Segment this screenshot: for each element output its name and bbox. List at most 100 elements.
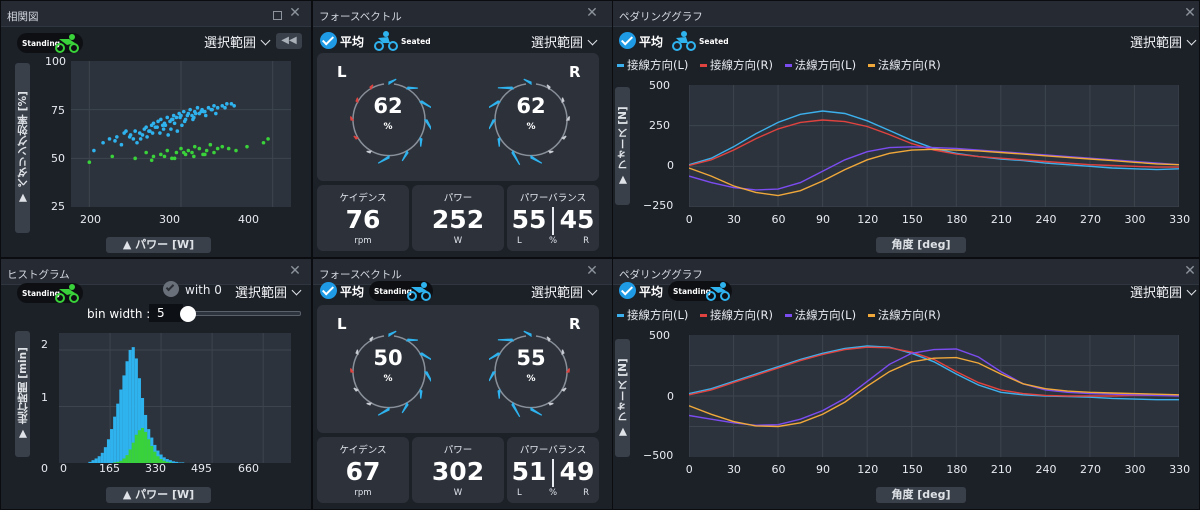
scatter-point [203,152,207,157]
range-select[interactable]: 選択範囲 [531,32,598,51]
scatter-point [186,148,191,153]
scatter-point [226,146,231,151]
badge-label: Standing [673,287,712,296]
average-checkbox[interactable] [320,32,337,49]
x-tick: 30 [726,213,741,226]
scatter-point [185,113,190,118]
with-zero-checkbox[interactable] [163,281,179,297]
histogram-bar [88,461,92,463]
legend-item: 法線方向(L) [784,308,856,322]
x-tick: 300 [1124,213,1146,226]
scatter-plot-area[interactable] [71,61,291,207]
scatter-panel-title: 相関図 [1,1,311,27]
force-vector-spike [366,150,373,154]
scatter-point [140,133,145,137]
legend-label: 接線方向(L) [627,58,689,72]
force-vector-spike [353,387,360,392]
close-icon[interactable]: ✕ [1184,263,1196,279]
histogram-bar [125,455,129,463]
y-tick: 500 [649,79,670,92]
histogram-bar [171,461,175,463]
cadence-unit: rpm [354,488,372,498]
chart-legend: 接線方向(L) 接線方向(R) 法線方向(L) 法線方向(R) [617,57,949,73]
legend-label: 接線方向(R) [710,308,774,322]
legend-label: 法線方向(R) [877,308,941,322]
chevron-down-icon [587,35,598,46]
bin-width-input[interactable]: 5 [149,304,183,322]
scatter-point [232,103,236,108]
maximize-icon[interactable] [273,11,282,20]
range-select[interactable]: 選択範囲 [1130,32,1197,51]
scatter-point [261,140,266,145]
close-icon[interactable]: ✕ [289,263,301,279]
scatter-point [127,135,132,139]
legend-swatch [700,64,708,67]
x-tick: 400 [238,213,259,226]
histogram-bar [165,461,169,463]
histogram-x-axis-label: ▲ パワー [W] [106,487,211,503]
scatter-point [144,125,148,129]
average-checkbox[interactable] [320,282,337,299]
range-select[interactable]: 選択範囲 [531,282,598,301]
histogram-bar [150,446,154,463]
scatter-point [92,148,96,153]
histogram-bar [128,449,132,463]
series-line [688,148,1180,197]
close-icon[interactable]: ✕ [586,5,598,21]
scatter-point [179,146,183,151]
legend-swatch [784,64,792,67]
scatter-point [174,115,179,120]
histogram-bar [110,429,114,463]
force-vector-spike [401,401,409,414]
histogram-bar [162,457,166,463]
legend-item: 法線方向(R) [867,308,941,322]
y-tick: 0 [41,462,48,475]
legend-swatch [867,314,875,317]
legend-item: 法線方向(R) [867,58,941,72]
close-icon[interactable]: ✕ [586,263,598,279]
scatter-point [171,113,176,118]
pedaling-x-axis-label: 角度 [deg] [876,487,966,503]
scatter-point [170,117,175,122]
scatter-point [163,123,168,128]
close-icon[interactable]: ✕ [1184,5,1196,21]
close-icon[interactable]: ✕ [289,5,301,21]
histogram-bar [128,349,132,463]
range-select[interactable]: 選択範囲 [204,32,271,51]
power-balance-label: パワーバランス [519,445,587,456]
badge-label: Standing [22,39,61,48]
balance-l-unit: L [517,488,522,498]
histogram-bar [175,461,179,463]
balance-divider [552,459,554,487]
force-vector-spike [419,136,423,147]
range-select[interactable]: 選択範囲 [1130,282,1197,301]
scatter-point [135,140,139,145]
pedaling-plot-area[interactable] [688,335,1180,457]
bin-width-slider-thumb[interactable] [180,306,196,322]
average-checkbox[interactable] [619,282,636,299]
power-balance-right: 45 [559,205,595,234]
y-tick: 500 [649,329,670,342]
average-checkbox[interactable] [619,32,636,49]
bin-width-slider[interactable] [180,306,301,322]
pedaling-plot-area[interactable] [688,85,1180,208]
scatter-point [144,150,148,155]
histogram-bar [131,347,135,463]
scatter-point [159,152,163,157]
right-force-dial [489,78,570,166]
scatter-point [181,109,186,114]
force-vector-spike [497,86,515,90]
scatter-point [208,142,213,147]
seated-rider-icon [672,31,696,51]
scatter-point [149,158,154,163]
x-tick: 0 [685,213,693,226]
force-vector-spike [560,387,567,392]
scatter-point [190,150,194,155]
histogram-panel: ヒストグラム ✕ Standing with 0 選択範囲 bin width … [0,258,312,510]
standing-badge: Standing [17,33,83,53]
force-vector-panel-bottom: フォースベクトル ✕ 平均 Standing 選択範囲 L R 50 % 55 … [312,258,622,510]
scatter-point [169,127,173,131]
range-select[interactable]: 選択範囲 [235,282,302,301]
double-arrow-icon[interactable]: ◀◀ [276,33,302,49]
histogram-plot-area[interactable] [59,333,291,463]
